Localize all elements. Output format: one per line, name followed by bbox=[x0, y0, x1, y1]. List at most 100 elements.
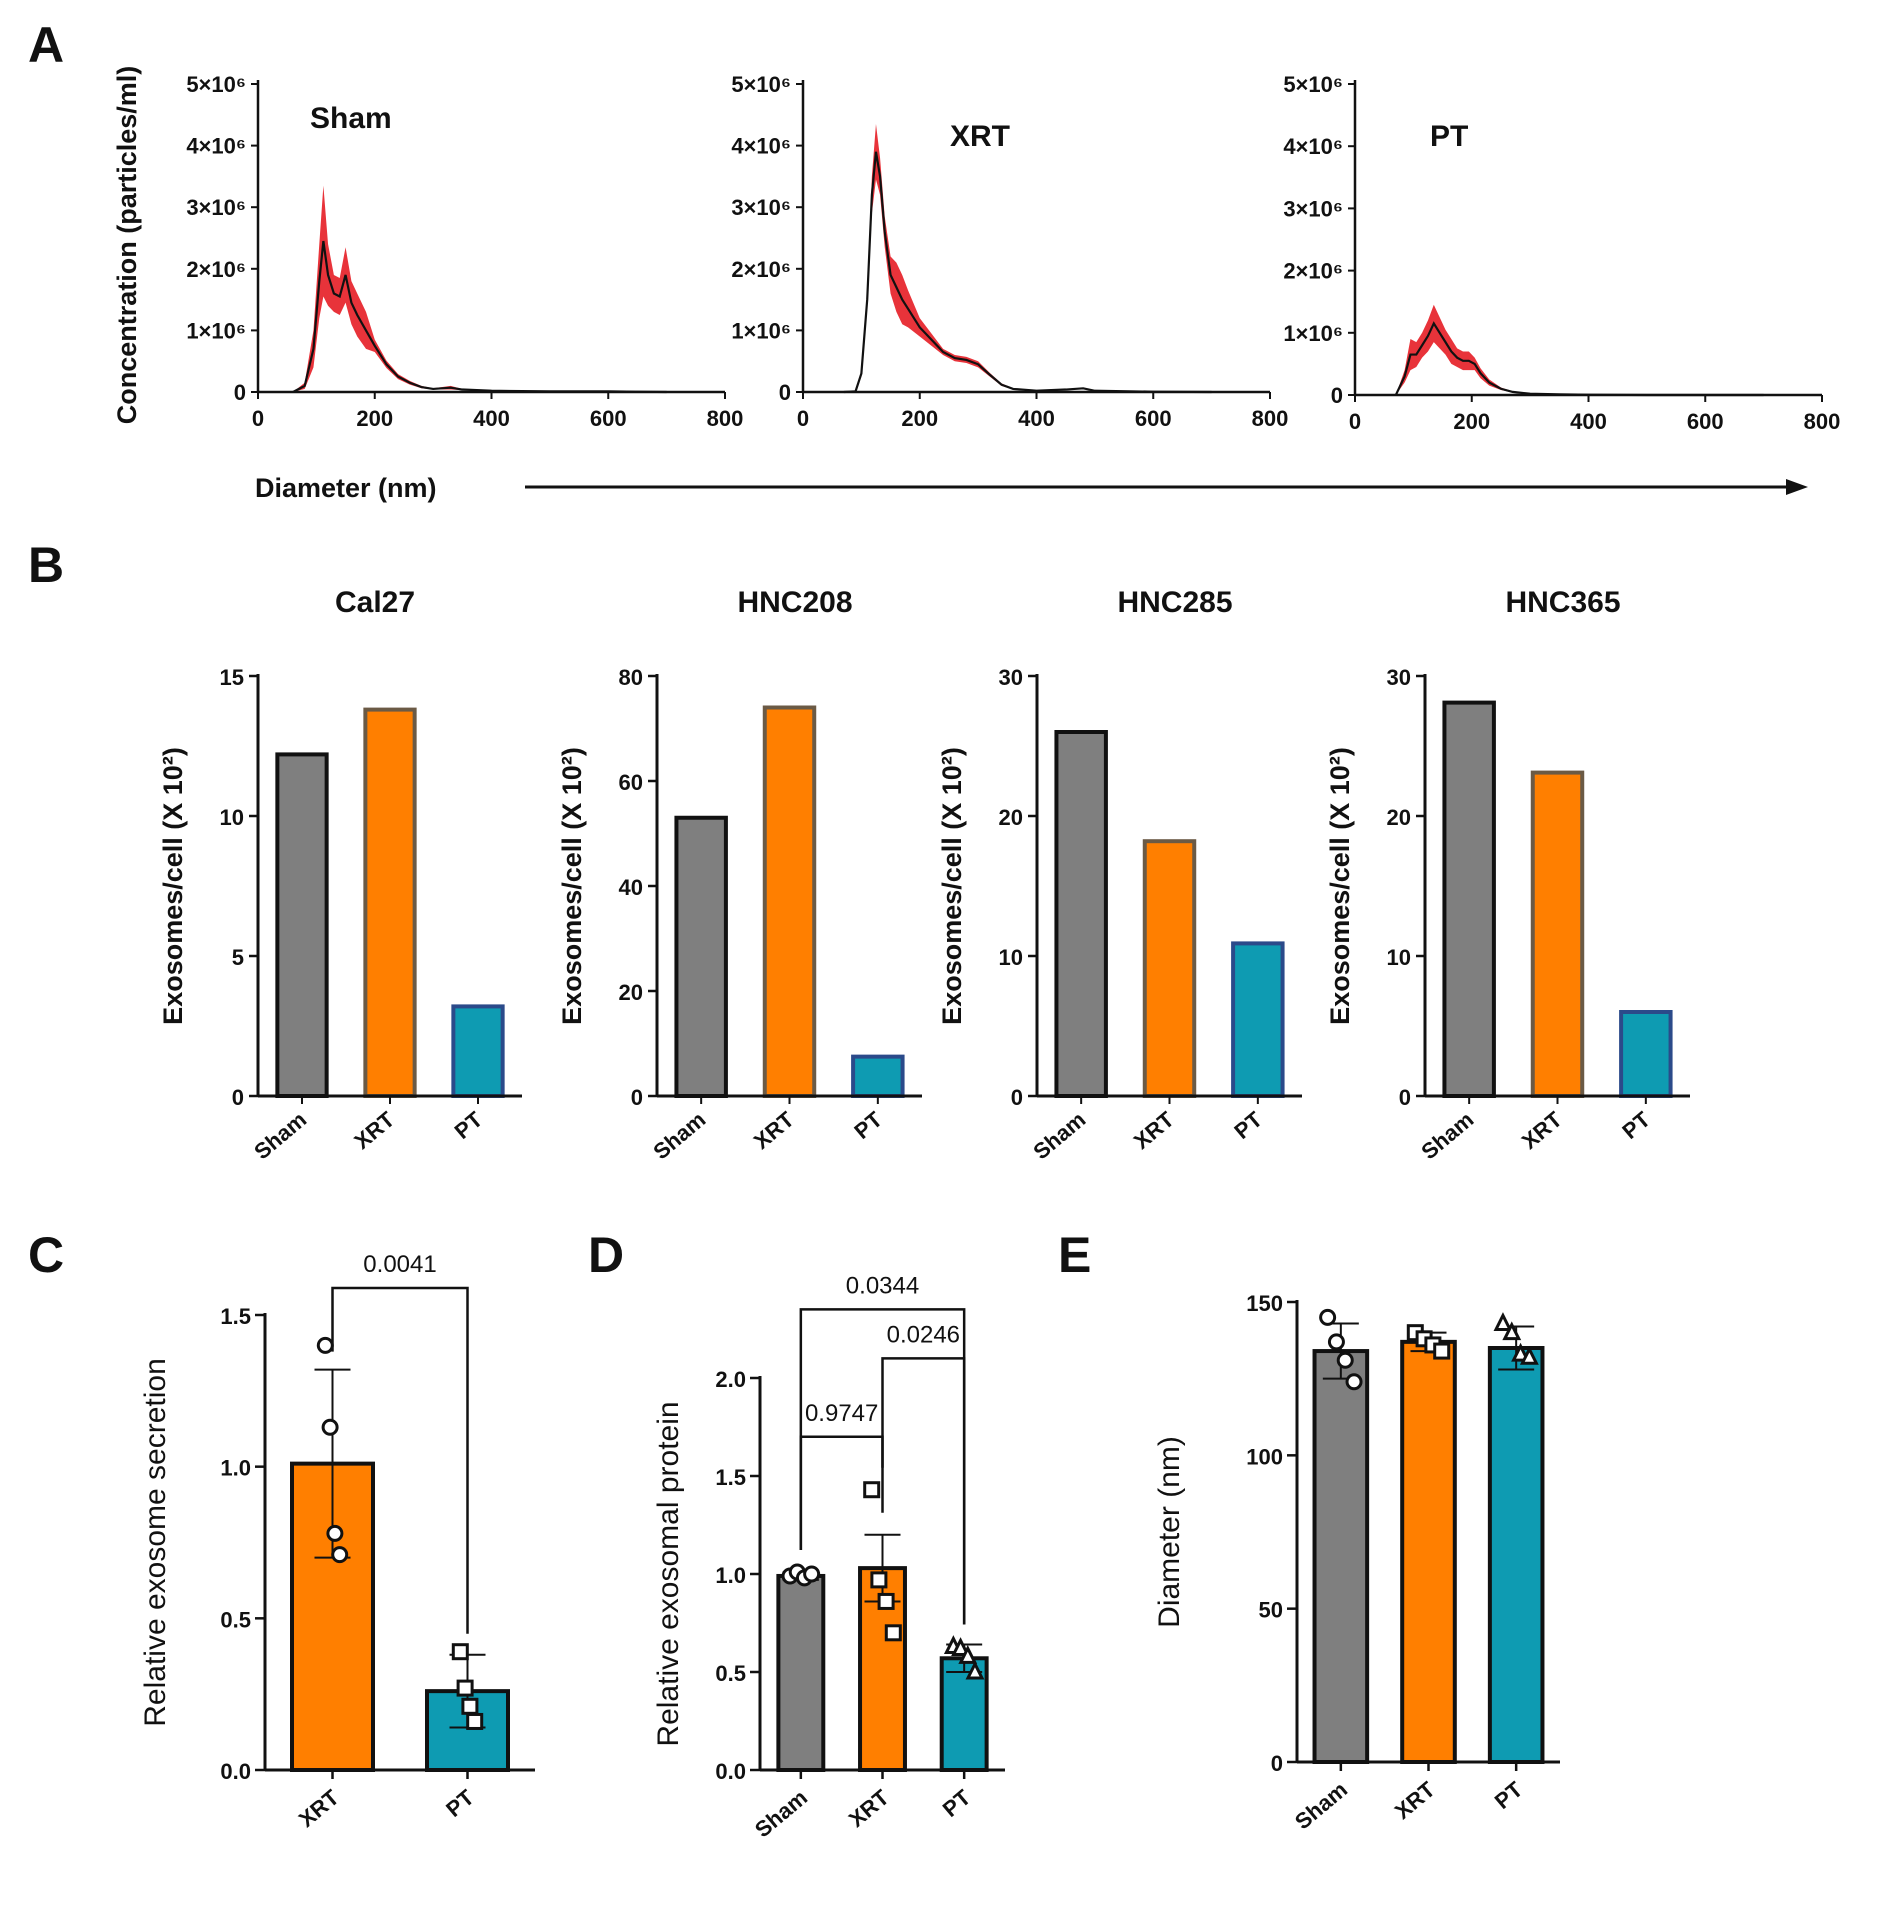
category-label: Sham bbox=[1416, 1107, 1478, 1165]
nta-mean-line bbox=[843, 151, 1212, 394]
y-tick-label: 0.0 bbox=[220, 1759, 251, 1784]
p-value-label: 0.0344 bbox=[846, 1272, 919, 1299]
x-tick-label: 800 bbox=[1804, 409, 1841, 434]
data-point-square bbox=[451, 1643, 469, 1661]
y-tick-label: 0 bbox=[232, 1085, 244, 1110]
stat-bar-chart-C: XRT PT 0.0 0.5 1.0 1.5 Relative exosome secret… bbox=[139, 1251, 535, 1832]
data-point-square bbox=[870, 1571, 888, 1589]
y-tick-label: 5×10⁶ bbox=[1283, 72, 1343, 97]
panel-b1-title: Cal27 bbox=[335, 586, 415, 619]
diameter-arrow bbox=[525, 479, 1808, 495]
category-label: XRT bbox=[349, 1106, 399, 1154]
y-tick-label: 3×10⁶ bbox=[731, 195, 791, 220]
y-tick-label: 100 bbox=[1246, 1444, 1283, 1469]
y-tick-label: 10 bbox=[220, 805, 244, 830]
bar-xrt bbox=[1400, 1339, 1457, 1765]
y-axis-label: Relative exosome secretion bbox=[139, 1358, 172, 1727]
data-point-triangle bbox=[958, 1644, 978, 1664]
data-point-circle bbox=[331, 1546, 349, 1564]
x-tick-label: 0 bbox=[797, 406, 809, 431]
bar-sham bbox=[674, 815, 728, 1098]
panel-b2-title: HNC208 bbox=[737, 586, 852, 619]
category-label: PT bbox=[441, 1784, 479, 1822]
data-point-square bbox=[884, 1624, 902, 1642]
y-tick-label: 60 bbox=[619, 770, 643, 795]
stat-bar-chart-E: Sham XRT PT 0 50 100 150 Diameter (nm) bbox=[1153, 1291, 1560, 1834]
bar-pt bbox=[851, 1054, 905, 1098]
panel-label-c: C bbox=[28, 1227, 64, 1283]
y-tick-label: 5×10⁶ bbox=[731, 72, 791, 97]
nta-chart-title: PT bbox=[1430, 120, 1468, 153]
y-tick-label: 20 bbox=[999, 805, 1023, 830]
bar-chart-B1: Sham XRT PT 0 5 10 15 Exosomes/cell (X 10²) bbox=[158, 665, 522, 1164]
bar-xrt bbox=[1530, 770, 1585, 1098]
data-point-circle bbox=[1345, 1373, 1363, 1391]
category-label: PT bbox=[1229, 1106, 1267, 1144]
panel-label-a: A bbox=[28, 17, 64, 73]
y-tick-label: 0 bbox=[1331, 383, 1343, 408]
panel-label-b: B bbox=[28, 537, 64, 593]
y-tick-label: 4×10⁶ bbox=[1283, 134, 1343, 159]
bar-chart-B3: Sham XRT PT 0 10 20 30 Exosomes/cell (X 10²) bbox=[937, 665, 1302, 1164]
x-tick-label: 0 bbox=[252, 406, 264, 431]
y-axis-label: Exosomes/cell (X 10²) bbox=[557, 747, 587, 1025]
x-tick-label: 200 bbox=[901, 406, 938, 431]
y-tick-label: 1.5 bbox=[220, 1304, 251, 1329]
y-tick-label: 15 bbox=[220, 665, 244, 690]
nta-error-band bbox=[1395, 304, 1764, 395]
y-tick-label: 3×10⁶ bbox=[186, 195, 246, 220]
bar-xrt bbox=[1142, 839, 1197, 1099]
y-tick-label: 2.0 bbox=[715, 1367, 746, 1392]
data-point-square bbox=[863, 1481, 881, 1499]
y-axis-label: Relative exosomal protein bbox=[652, 1401, 685, 1746]
y-tick-label: 2×10⁶ bbox=[731, 257, 791, 282]
y-tick-label: 1.0 bbox=[220, 1456, 251, 1481]
x-tick-label: 800 bbox=[1252, 406, 1289, 431]
data-point-circle bbox=[1327, 1333, 1345, 1351]
y-tick-label: 150 bbox=[1246, 1291, 1283, 1316]
nta-mean-line bbox=[292, 240, 667, 394]
y-tick-label: 1×10⁶ bbox=[186, 318, 246, 343]
category-label: XRT bbox=[294, 1784, 344, 1832]
bar-sham bbox=[275, 752, 329, 1099]
data-point-circle bbox=[1319, 1308, 1337, 1326]
data-point-square bbox=[1433, 1342, 1451, 1360]
data-point-square bbox=[877, 1592, 895, 1610]
category-label: PT bbox=[1617, 1106, 1655, 1144]
data-point-circle bbox=[803, 1565, 821, 1583]
category-label: XRT bbox=[1390, 1776, 1440, 1824]
bar-pt bbox=[451, 1004, 505, 1099]
panel-b4-title: HNC365 bbox=[1505, 586, 1620, 619]
y-tick-label: 0.5 bbox=[220, 1607, 251, 1632]
panel-a-y-axis-label: Concentration (particles/ml) bbox=[112, 66, 142, 425]
data-point-circle bbox=[326, 1524, 344, 1542]
x-tick-label: 0 bbox=[1349, 409, 1361, 434]
x-tick-label: 600 bbox=[1687, 409, 1724, 434]
y-tick-label: 0 bbox=[779, 380, 791, 405]
y-tick-label: 1×10⁶ bbox=[1283, 321, 1343, 346]
y-tick-label: 0.5 bbox=[715, 1661, 746, 1686]
x-tick-label: 200 bbox=[1453, 409, 1490, 434]
category-label: Sham bbox=[648, 1107, 710, 1165]
y-tick-label: 0 bbox=[1271, 1751, 1283, 1776]
y-tick-label: 0 bbox=[1399, 1085, 1411, 1110]
y-tick-label: 1×10⁶ bbox=[731, 318, 791, 343]
y-axis-label: Exosomes/cell (X 10²) bbox=[158, 747, 188, 1025]
y-tick-label: 5×10⁶ bbox=[186, 72, 246, 97]
p-value-label: 0.0041 bbox=[363, 1251, 436, 1278]
bar-sham bbox=[1312, 1349, 1370, 1764]
x-tick-label: 400 bbox=[1018, 406, 1055, 431]
y-tick-label: 5 bbox=[232, 945, 244, 970]
category-label: PT bbox=[450, 1106, 488, 1144]
category-label: Sham bbox=[1028, 1107, 1090, 1165]
category-label: Sham bbox=[750, 1785, 812, 1843]
y-axis-label: Diameter (nm) bbox=[1153, 1436, 1186, 1628]
data-point-circle bbox=[1336, 1351, 1354, 1369]
panel-label-e: E bbox=[1058, 1227, 1091, 1283]
y-axis-label: Exosomes/cell (X 10²) bbox=[937, 747, 967, 1025]
bar-chart-B4: Sham XRT PT 0 10 20 30 Exosomes/cell (X 10²) bbox=[1325, 665, 1690, 1164]
data-point-circle bbox=[321, 1418, 339, 1436]
category-label: XRT bbox=[844, 1784, 894, 1832]
data-point-square bbox=[461, 1697, 479, 1715]
